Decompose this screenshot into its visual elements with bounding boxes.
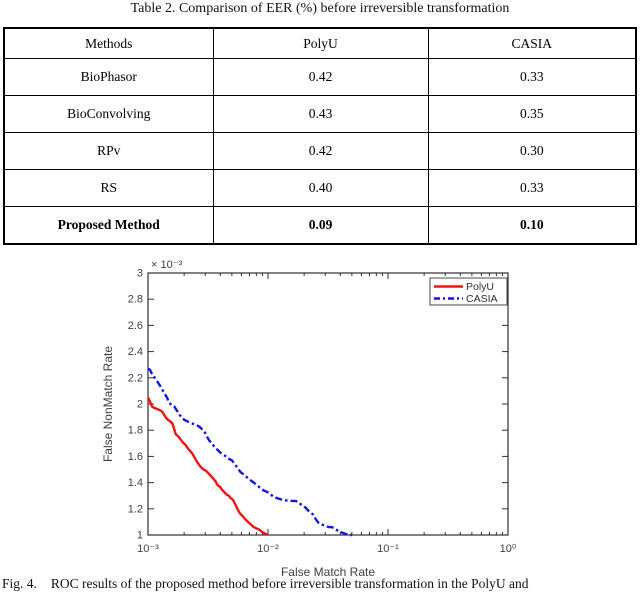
y-tick-label: 3 [137, 268, 143, 280]
y-tick-label: 1.6 [128, 451, 143, 463]
polyu-cell: 0.42 [212, 132, 429, 170]
table-row: BioConvolving 0.43 0.35 [3, 95, 637, 133]
x-tick-label: 10⁻² [257, 543, 279, 555]
legend: PolyU CASIA [429, 277, 508, 306]
method-cell: BioPhasor [3, 58, 214, 96]
casia-cell: 0.35 [427, 95, 637, 133]
table-title: Table 2. Comparison of EER (%) before ir… [130, 1, 510, 16]
figure-caption-text: ROC results of the proposed method befor… [50, 576, 529, 591]
figure-caption-label: Fig. 4. [2, 576, 37, 591]
x-axis-label: False Match Rate [281, 565, 375, 579]
plot-area [147, 272, 509, 536]
x-tick-label: 10⁰ [500, 543, 517, 555]
table-header-row: Methods PolyU CASIA [3, 27, 637, 59]
roc-curves [146, 367, 352, 537]
legend-label-casia: CASIA [466, 293, 498, 305]
table-row: RS 0.40 0.33 [3, 169, 637, 207]
y-axis-label: False NonMatch Rate [101, 346, 115, 462]
roc-figure: 10⁻³ 10⁻² 10⁻¹ 10⁰ 1 1.2 1.4 1.6 1.8 2 2.2 2.4 2.6 2.… [0, 250, 640, 590]
col-header-casia: CASIA [427, 27, 637, 59]
casia-cell: 0.30 [427, 132, 637, 170]
roc-chart: 10⁻³ 10⁻² 10⁻¹ 10⁰ 1 1.2 1.4 1.6 1.8 2 2.2 2.4 2.6 2.… [101, 259, 517, 579]
legend-label-polyu: PolyU [466, 281, 494, 293]
table-row-proposed-method: Proposed Method 0.09 0.10 [3, 206, 637, 245]
polyu-cell: 0.43 [212, 95, 429, 133]
y-tick-label: 1 [137, 530, 143, 542]
method-cell: BioConvolving [3, 95, 214, 133]
y-tick-label: 2.2 [128, 372, 143, 384]
y-tick-label: 1.8 [128, 425, 143, 437]
casia-cell: 0.33 [427, 169, 637, 207]
y-tick-label: 1.4 [128, 477, 143, 489]
y-axis-exponent-label: × 10⁻³ [151, 259, 183, 271]
method-cell: RPv [3, 132, 214, 170]
table-row: BioPhasor 0.42 0.33 [3, 58, 637, 96]
y-tick-label: 2.8 [128, 294, 143, 306]
x-tick-label: 10⁻³ [137, 543, 159, 555]
y-tick-label: 2.6 [128, 320, 143, 332]
roc-curve-polyu [146, 396, 269, 537]
y-tick-label: 2.4 [128, 346, 143, 358]
col-header-methods: Methods [3, 27, 214, 59]
casia-cell: 0.33 [427, 58, 637, 96]
polyu-cell: 0.42 [212, 58, 429, 96]
y-tick-label: 1.2 [128, 503, 143, 515]
y-tick-label: 2 [137, 399, 143, 411]
polyu-cell: 0.09 [212, 206, 429, 245]
eer-comparison-table: Methods PolyU CASIA BioPhasor 0.42 0.33 … [3, 27, 637, 245]
method-cell: RS [3, 169, 214, 207]
casia-cell: 0.10 [427, 206, 637, 245]
axis-ticks: 10⁻³ 10⁻² 10⁻¹ 10⁰ 1 1.2 1.4 1.6 1.8 2 2.2 2.4 2.6 2.… [128, 268, 517, 556]
table-row: RPv 0.42 0.30 [3, 132, 637, 170]
legend-box [429, 277, 508, 306]
method-cell: Proposed Method [3, 206, 214, 245]
col-header-polyu: PolyU [212, 27, 429, 59]
roc-curve-casia [147, 367, 352, 537]
polyu-cell: 0.40 [212, 169, 429, 207]
figure-caption: Fig. 4. ROC results of the proposed metho… [2, 576, 640, 592]
x-tick-label: 10⁻¹ [377, 543, 399, 555]
